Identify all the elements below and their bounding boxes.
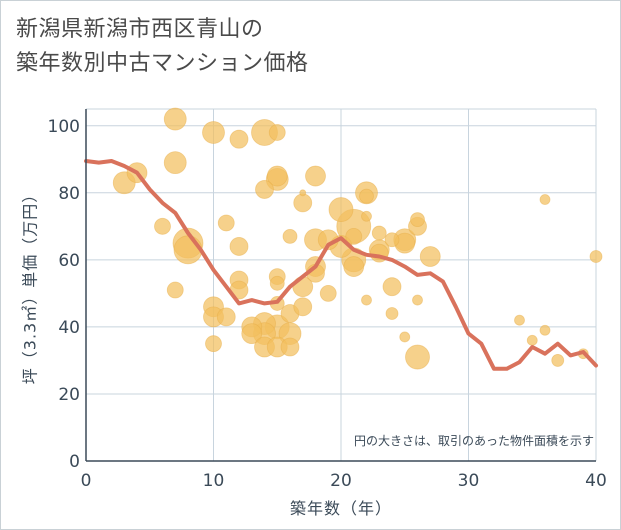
y-axis-label: 坪（3.3㎡）単価（万円）: [21, 186, 40, 384]
bubble-point: [359, 188, 374, 204]
x-tick-label: 40: [585, 471, 607, 491]
bubble-point: [405, 344, 430, 370]
bubble-point: [419, 246, 441, 267]
bubble-point: [345, 227, 363, 245]
bubble-point: [319, 284, 337, 302]
bubble-point: [589, 250, 603, 263]
y-tick-label: 80: [58, 184, 80, 204]
y-tick-label: 0: [69, 452, 80, 472]
bubble-point: [217, 214, 235, 232]
bubble-point: [361, 210, 372, 222]
x-axis-label: 築年数（年）: [290, 499, 392, 518]
bubble-point: [269, 275, 285, 291]
bubble-point: [328, 197, 354, 222]
bubble-point: [229, 237, 249, 256]
chart-title-line2: 築年数別中古マンション価格: [16, 51, 309, 76]
bubble-point: [266, 165, 288, 187]
bubble-point: [280, 337, 300, 357]
bubble-size-note: 円の大きさは、取引のあった物件面積を示す: [354, 433, 594, 448]
chart-title-line1: 新潟県新潟市西区青山の: [16, 17, 264, 42]
bubble-point: [305, 165, 326, 187]
bubble-point: [202, 121, 225, 144]
y-tick-label: 20: [58, 385, 80, 405]
bubble-point: [412, 294, 423, 306]
bubble-point: [293, 297, 313, 317]
bubble-point: [539, 194, 551, 205]
bubble-point: [229, 129, 249, 149]
bubble-point: [173, 235, 203, 265]
y-tick-label: 60: [58, 251, 80, 271]
bubble-point: [241, 323, 263, 345]
bubble-point: [163, 151, 187, 175]
x-tick-label: 10: [203, 471, 225, 491]
average-price-line: [84, 159, 598, 371]
bubble-point: [371, 225, 387, 241]
bubble-point: [268, 124, 286, 141]
bubble-point: [399, 331, 411, 343]
bubble-point: [526, 334, 538, 346]
chart-title: 新潟県新潟市西区青山の 築年数別中古マンション価格: [16, 13, 309, 81]
bubble-point: [410, 212, 425, 228]
bubble-point: [385, 307, 399, 320]
bubble-point: [343, 256, 365, 277]
bubble-point: [382, 277, 402, 297]
bubble-point: [361, 294, 372, 306]
bubble-point: [166, 281, 184, 299]
average-line-series: [84, 159, 598, 371]
x-tick-label: 0: [81, 471, 92, 491]
y-tick-label: 100: [48, 117, 80, 137]
axes: 0 10 20 30 40 0 20 40 60 80 100: [48, 109, 607, 491]
bubble-point: [282, 228, 298, 244]
bubble-series: [112, 107, 603, 370]
x-tick-label: 20: [330, 471, 352, 491]
bubble-point: [539, 324, 551, 336]
bubble-point: [163, 107, 187, 131]
bubble-point: [255, 180, 274, 199]
bubble-point: [299, 189, 307, 197]
bubble-point: [154, 217, 171, 235]
bubble-point: [216, 307, 236, 327]
bubble-point: [551, 354, 565, 367]
y-tick-label: 40: [58, 318, 80, 338]
bubble-point: [514, 314, 525, 326]
grid-lines: [85, 108, 597, 462]
bubble-point: [384, 232, 400, 248]
bubble-point: [205, 335, 222, 353]
bubble-point: [293, 193, 313, 213]
x-tick-label: 30: [458, 471, 480, 491]
